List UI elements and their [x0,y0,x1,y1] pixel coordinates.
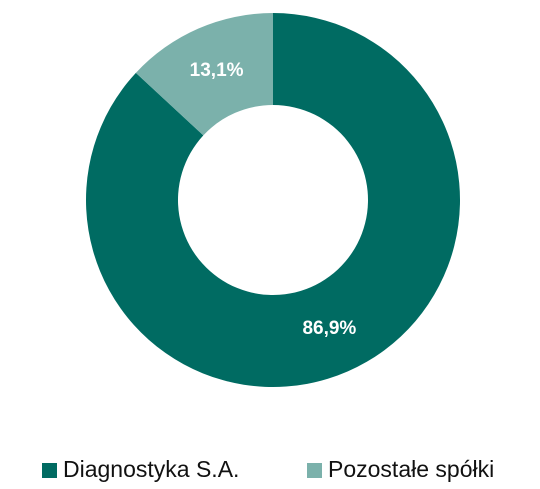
value-label: 86,9% [302,318,356,339]
value-label: 13,1% [190,60,244,81]
donut-slice [135,13,273,136]
legend-label: Diagnostyka S.A. [63,456,239,482]
legend-swatch [42,463,57,478]
legend-label: Pozostałe spółki [328,456,494,482]
donut-slice [86,13,460,387]
legend-swatch [307,463,322,478]
